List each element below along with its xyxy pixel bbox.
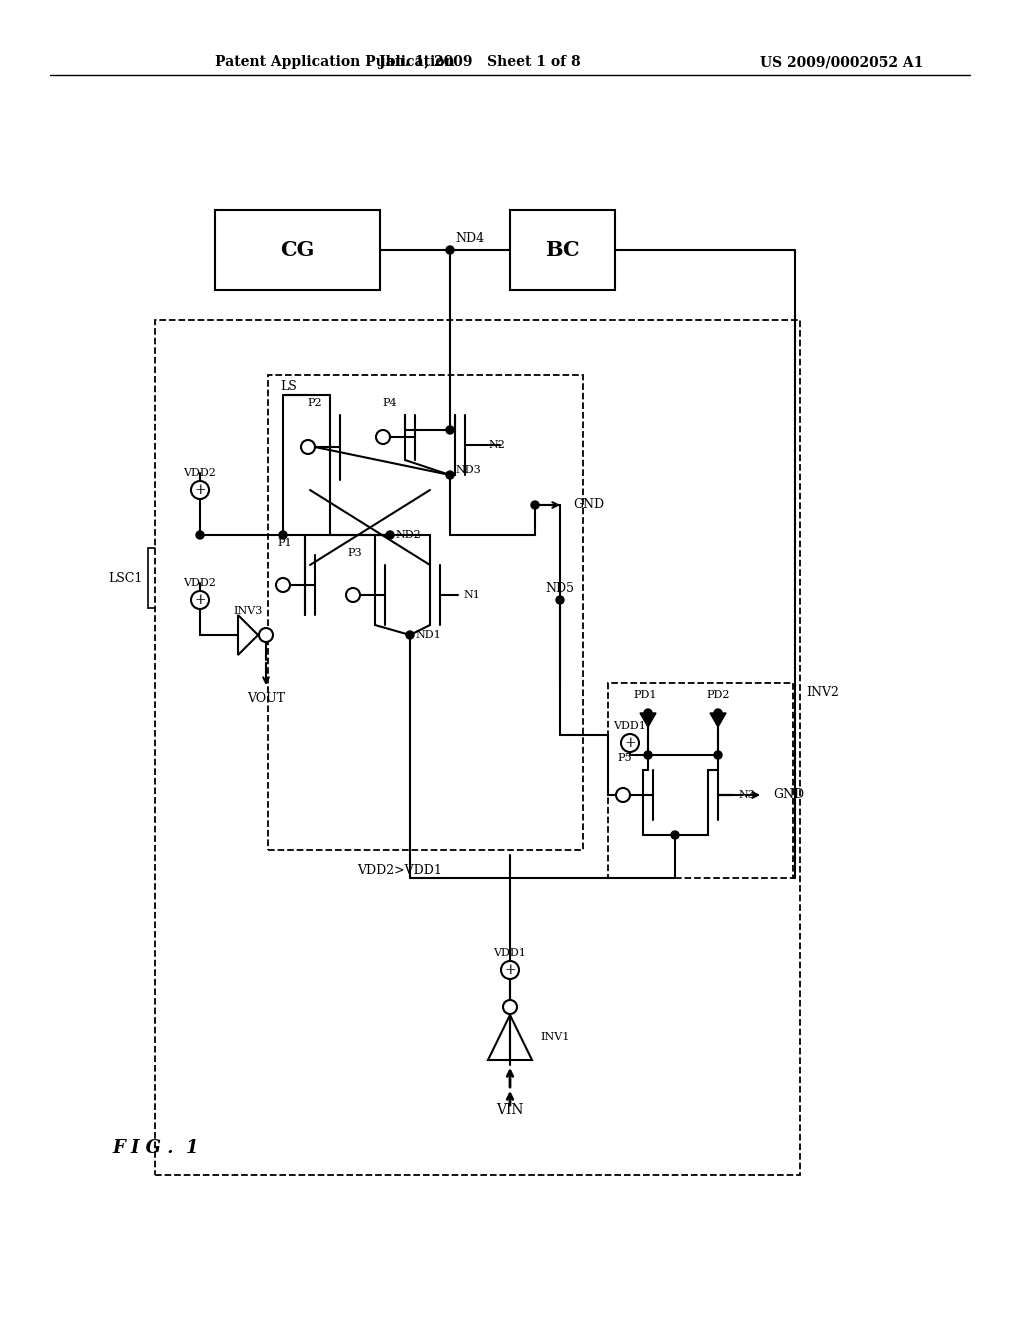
Circle shape: [446, 246, 454, 253]
Text: LSC1: LSC1: [109, 572, 143, 585]
Circle shape: [191, 480, 209, 499]
Circle shape: [406, 631, 414, 639]
Text: ND3: ND3: [455, 465, 480, 475]
Text: P5: P5: [617, 752, 632, 763]
Circle shape: [276, 578, 290, 591]
Polygon shape: [710, 713, 726, 727]
Text: ND1: ND1: [415, 630, 440, 640]
Text: INV3: INV3: [233, 606, 263, 616]
Text: GND: GND: [773, 788, 804, 801]
Text: P3: P3: [348, 548, 362, 558]
Text: ND5: ND5: [546, 582, 574, 594]
Text: P1: P1: [278, 539, 292, 548]
Text: CG: CG: [281, 240, 314, 260]
Circle shape: [501, 961, 519, 979]
Text: US 2009/0002052 A1: US 2009/0002052 A1: [760, 55, 924, 69]
Circle shape: [386, 531, 394, 539]
Text: ND4: ND4: [455, 231, 484, 244]
Text: N1: N1: [463, 590, 480, 601]
Text: Patent Application Publication: Patent Application Publication: [215, 55, 455, 69]
Polygon shape: [640, 713, 656, 727]
Text: F I G .  1: F I G . 1: [112, 1139, 199, 1158]
Bar: [215, 210, 380, 290]
Text: P2: P2: [307, 399, 323, 408]
Text: P4: P4: [383, 399, 397, 408]
Text: VDD1: VDD1: [613, 721, 646, 731]
Circle shape: [196, 531, 204, 539]
Text: VIN: VIN: [497, 1104, 523, 1117]
Text: PD1: PD1: [633, 690, 656, 700]
Text: N3: N3: [738, 789, 755, 800]
Circle shape: [556, 597, 564, 605]
Bar: [155, 319, 800, 1175]
Text: ND2: ND2: [395, 531, 421, 540]
Bar: [608, 682, 793, 878]
Circle shape: [714, 709, 722, 717]
Circle shape: [621, 734, 639, 752]
Circle shape: [671, 832, 679, 840]
Circle shape: [279, 531, 287, 539]
Circle shape: [503, 1001, 517, 1014]
Text: +: +: [195, 593, 206, 607]
Text: PD2: PD2: [707, 690, 730, 700]
Text: BC: BC: [545, 240, 580, 260]
Circle shape: [376, 430, 390, 444]
Text: INV2: INV2: [806, 686, 839, 700]
Circle shape: [714, 751, 722, 759]
Circle shape: [446, 426, 454, 434]
Text: VDD1: VDD1: [494, 948, 526, 958]
Text: GND: GND: [573, 499, 604, 511]
Circle shape: [446, 471, 454, 479]
Bar: [268, 375, 583, 850]
Bar: [510, 210, 615, 290]
Text: VDD2>VDD1: VDD2>VDD1: [357, 863, 442, 876]
Circle shape: [531, 502, 539, 510]
Circle shape: [191, 591, 209, 609]
Text: VDD2: VDD2: [183, 469, 216, 478]
Text: VDD2: VDD2: [183, 578, 216, 587]
Circle shape: [346, 587, 360, 602]
Circle shape: [616, 788, 630, 803]
Text: LS: LS: [280, 380, 297, 393]
Text: +: +: [195, 483, 206, 498]
Circle shape: [301, 440, 315, 454]
Text: N2: N2: [488, 440, 505, 450]
Circle shape: [259, 628, 273, 642]
Text: INV1: INV1: [540, 1032, 569, 1041]
Circle shape: [644, 709, 652, 717]
Circle shape: [644, 751, 652, 759]
Text: VOUT: VOUT: [247, 692, 285, 705]
Text: Jan. 1, 2009   Sheet 1 of 8: Jan. 1, 2009 Sheet 1 of 8: [379, 55, 581, 69]
Text: +: +: [504, 964, 516, 977]
Text: +: +: [625, 737, 636, 750]
